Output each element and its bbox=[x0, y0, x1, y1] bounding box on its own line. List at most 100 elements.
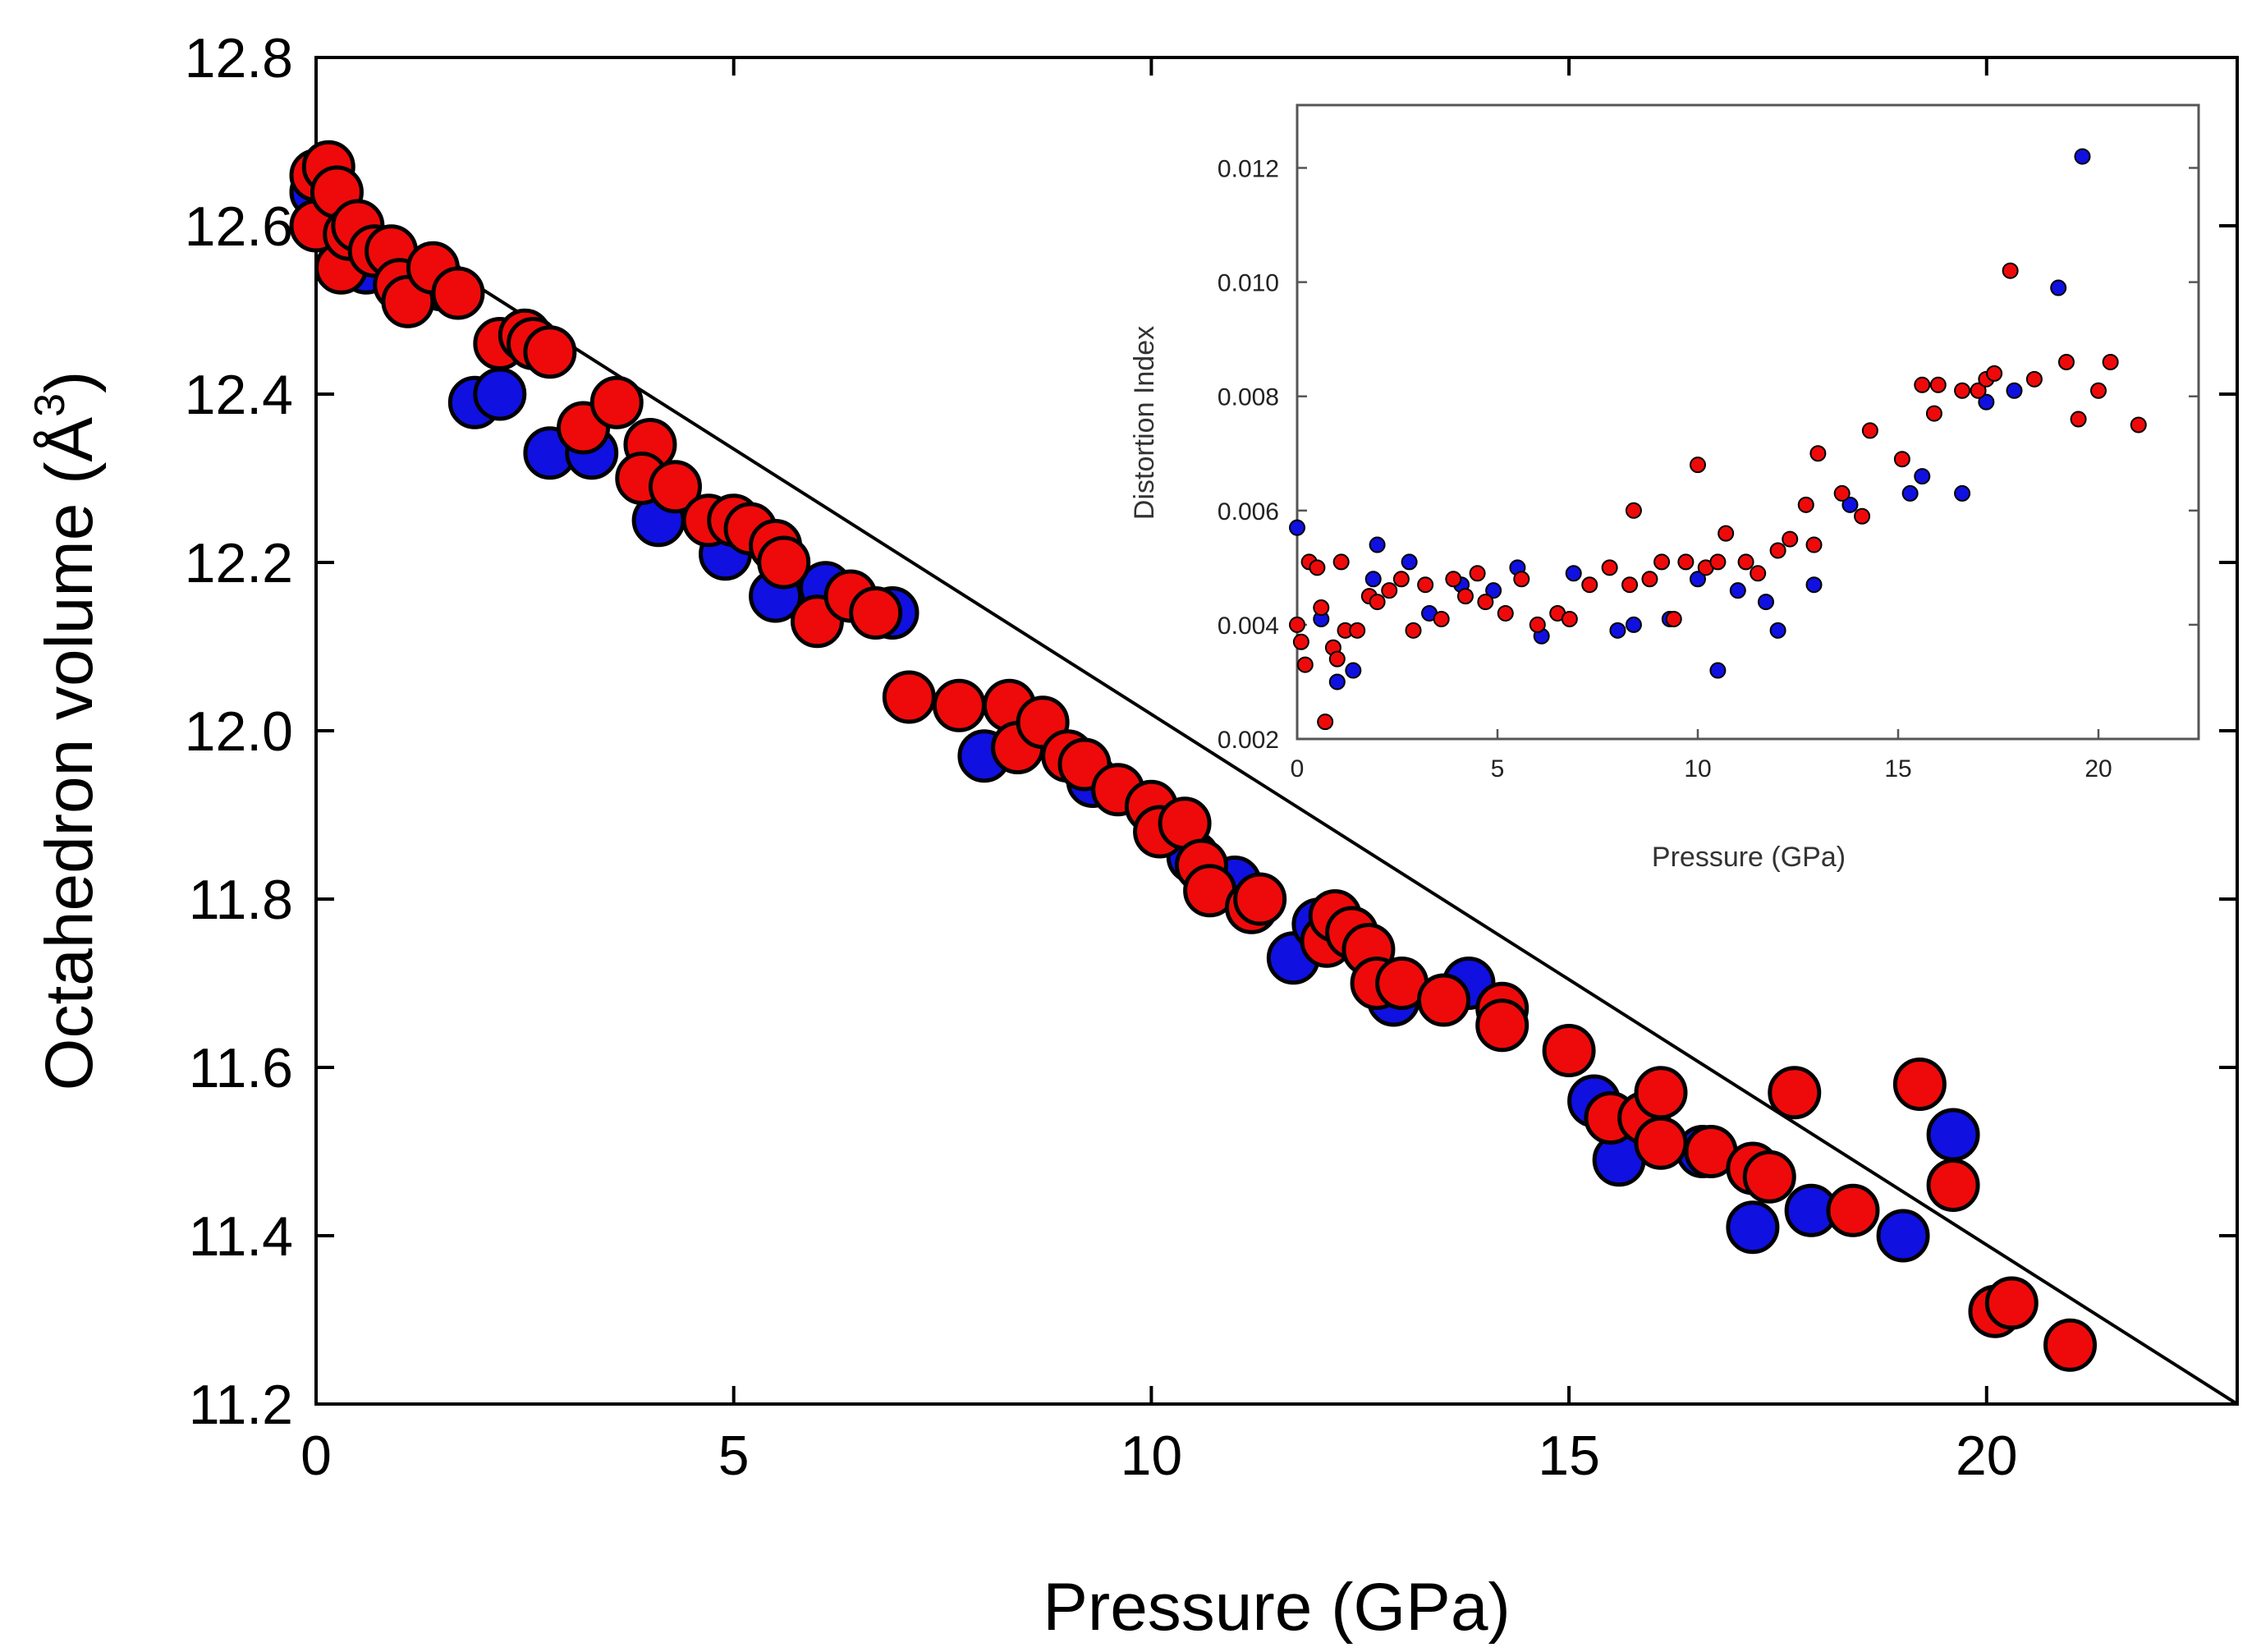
inset-point-blue bbox=[1401, 553, 1418, 571]
main-point-red bbox=[757, 535, 811, 590]
main-y-axis-label-text: Octahedron volume (Å bbox=[32, 417, 107, 1091]
main-point-blue bbox=[1726, 1200, 1780, 1255]
inset-point-red bbox=[1970, 382, 1987, 399]
inset-x-axis-label: Pressure (GPa) bbox=[1652, 842, 1846, 873]
inset-point-red bbox=[1313, 599, 1330, 617]
main-point-red bbox=[1892, 1058, 1947, 1111]
inset-point-blue bbox=[1978, 393, 1995, 411]
inset-point-red bbox=[1621, 576, 1639, 594]
inset-point-red bbox=[2102, 353, 2119, 370]
main-y-tick-label: 12.2 bbox=[185, 532, 293, 594]
inset-point-red bbox=[1601, 559, 1618, 576]
inset-y-tick-label: 0.010 bbox=[1218, 270, 1279, 297]
inset-point-blue bbox=[1729, 582, 1746, 599]
inset-point-blue bbox=[1485, 582, 1502, 599]
main-x-tick-label: 10 bbox=[1121, 1425, 1183, 1487]
inset-plot-frame bbox=[1296, 103, 2200, 741]
inset-point-red bbox=[1925, 405, 1942, 422]
main-point-red bbox=[1984, 1276, 2039, 1330]
main-point-red bbox=[1634, 1066, 1688, 1120]
inset-x-tick-label: 15 bbox=[1884, 755, 1911, 782]
main-point-blue bbox=[1876, 1209, 1930, 1263]
main-points bbox=[289, 140, 2098, 1372]
inset-point-red bbox=[1653, 553, 1671, 571]
inset-point-red bbox=[1369, 594, 1386, 611]
inset-point-red bbox=[1750, 565, 1767, 582]
inset-point-red bbox=[1833, 484, 1851, 502]
inset-point-red bbox=[2002, 262, 2019, 279]
inset-point-blue bbox=[2050, 279, 2067, 296]
main-y-tick-label: 11.4 bbox=[189, 1205, 293, 1268]
inset-point-red bbox=[1296, 656, 1314, 673]
inset-y-tick-label: 0.012 bbox=[1218, 156, 1279, 183]
inset-point-red bbox=[1469, 565, 1486, 582]
main-x-tick-label: 15 bbox=[1538, 1425, 1600, 1487]
inset-point-red bbox=[1690, 457, 1706, 474]
inset-point-red bbox=[1914, 376, 1931, 393]
inset-x-tick-label: 20 bbox=[2084, 755, 2112, 782]
inset-x-tick-label: 0 bbox=[1291, 755, 1305, 782]
main-point-red bbox=[523, 325, 577, 379]
inset-point-blue bbox=[2006, 382, 2023, 399]
inset-point-blue bbox=[1805, 576, 1823, 594]
main-point-red bbox=[1742, 1150, 1796, 1204]
inset-point-red bbox=[1677, 553, 1695, 571]
inset-point-red bbox=[1332, 553, 1350, 571]
inset-plot: 0 5 10 15 20 0.002 0.004 0.006 0.008 0.010 0.012 P… bbox=[1129, 103, 2200, 873]
inset-point-red bbox=[1581, 576, 1598, 594]
inset-point-red bbox=[2070, 411, 2087, 428]
inset-point-blue bbox=[1914, 468, 1931, 485]
main-point-blue bbox=[1926, 1108, 1980, 1162]
main-point-red bbox=[1475, 998, 1530, 1053]
inset-point-blue bbox=[1345, 662, 1362, 679]
main-y-tick-label: 12.0 bbox=[185, 700, 293, 763]
inset-y-tick-label: 0.006 bbox=[1218, 498, 1279, 525]
inset-point-red bbox=[1477, 594, 1494, 611]
inset-point-red bbox=[1893, 451, 1910, 468]
main-point-red bbox=[882, 670, 936, 724]
inset-point-red bbox=[1497, 604, 1514, 622]
main-point-red bbox=[1233, 872, 1287, 926]
inset-point-red bbox=[1986, 365, 2003, 382]
inset-point-blue bbox=[1364, 571, 1382, 588]
inset-point-blue bbox=[1625, 616, 1642, 633]
inset-tick-labels: 0 5 10 15 20 0.002 0.004 0.006 0.008 0.010 0.012 bbox=[1218, 156, 2112, 782]
inset-point-red bbox=[1929, 376, 1947, 393]
inset-point-red bbox=[1709, 553, 1727, 571]
inset-point-blue bbox=[1328, 673, 1346, 691]
inset-point-red bbox=[1381, 582, 1398, 599]
main-y-tick-label: 12.8 bbox=[185, 27, 293, 89]
inset-point-red bbox=[1328, 650, 1346, 668]
main-point-red bbox=[648, 460, 702, 514]
inset-y-axis-label: Distortion Index bbox=[1129, 326, 1160, 520]
main-x-tick-label: 5 bbox=[718, 1425, 750, 1487]
main-y-axis-label-close: ) bbox=[32, 371, 107, 393]
inset-point-red bbox=[1861, 422, 1878, 439]
inset-point-red bbox=[2130, 416, 2147, 434]
inset-point-blue bbox=[1690, 571, 1706, 588]
inset-point-red bbox=[1854, 507, 1871, 525]
main-x-axis-label: Pressure (GPa) bbox=[1043, 1570, 1511, 1645]
inset-point-blue bbox=[1901, 484, 1919, 502]
inset-point-red bbox=[1782, 530, 1799, 548]
main-point-red bbox=[589, 375, 644, 429]
inset-point-red bbox=[1641, 571, 1658, 588]
inset-point-red bbox=[1529, 616, 1546, 633]
main-y-axis-label: Octahedron volume (Å3) bbox=[26, 371, 107, 1091]
inset-point-blue bbox=[1757, 594, 1774, 611]
inset-point-blue bbox=[1841, 496, 1859, 513]
inset-point-blue bbox=[1769, 622, 1786, 639]
inset-y-tick-label: 0.004 bbox=[1218, 613, 1279, 640]
main-point-red bbox=[1768, 1066, 1822, 1120]
inset-point-red bbox=[1797, 496, 1814, 513]
inset-point-red bbox=[1292, 633, 1309, 650]
inset-point-red bbox=[1809, 445, 1827, 462]
inset-point-red bbox=[1561, 610, 1578, 627]
main-x-tick-label: 20 bbox=[1956, 1425, 2018, 1487]
main-point-red bbox=[431, 266, 485, 320]
inset-point-red bbox=[1513, 571, 1530, 588]
main-y-tick-label: 11.8 bbox=[189, 869, 293, 931]
inset-x-tick-label: 5 bbox=[1491, 755, 1505, 782]
main-x-tick-label: 0 bbox=[300, 1425, 332, 1487]
inset-point-red bbox=[1405, 622, 1422, 639]
